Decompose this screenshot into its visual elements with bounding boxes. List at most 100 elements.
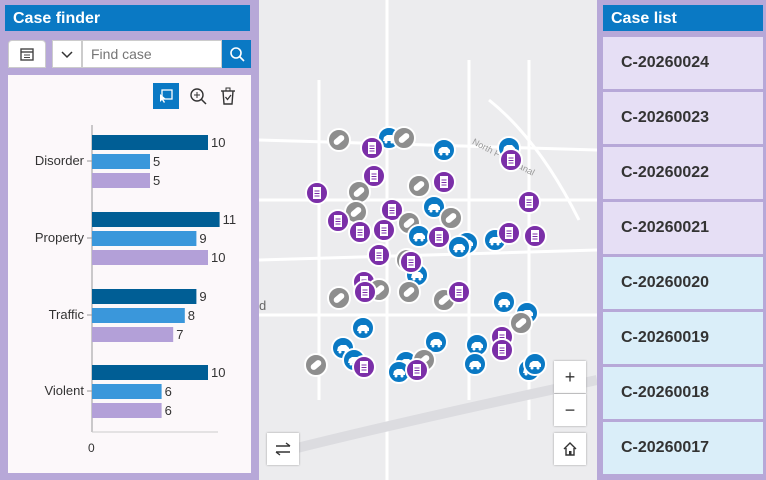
case-list-item[interactable]: C-20260019 [603,312,763,364]
document-marker[interactable] [517,190,541,214]
home-button[interactable] [554,433,586,465]
vehicle-marker[interactable] [351,316,375,340]
bar[interactable] [92,308,185,323]
document-marker[interactable] [432,170,456,194]
case-list-item[interactable]: C-20260020 [603,257,763,309]
case-list-title: Case list [603,5,763,31]
pill-icon [403,287,415,297]
document-marker[interactable] [405,358,429,382]
pill-marker[interactable] [509,311,533,335]
calendar-icon [20,48,34,61]
pill-marker[interactable] [392,126,416,150]
case-list-item[interactable]: C-20260022 [603,147,763,199]
zoom-to-button[interactable] [185,83,211,109]
vehicle-icon [413,233,425,242]
pill-marker[interactable] [327,286,351,310]
vehicle-marker[interactable] [422,195,446,219]
bar[interactable] [92,135,208,150]
x-tick-label: 0 [88,441,95,455]
document-icon [356,226,364,238]
bar[interactable] [92,250,208,265]
bar[interactable] [92,384,162,399]
pill-marker[interactable] [327,128,351,152]
bar[interactable] [92,403,162,418]
case-list-item[interactable]: C-20260018 [603,367,763,419]
bar-value-label: 11 [223,212,237,227]
document-marker[interactable] [523,224,547,248]
vehicle-marker[interactable] [424,330,448,354]
document-marker[interactable] [326,209,350,233]
bar[interactable] [92,327,174,342]
bar-value-label: 10 [211,250,225,265]
document-icon [361,286,369,298]
pill-marker[interactable] [407,174,431,198]
bar[interactable] [92,212,220,227]
document-icon [498,344,506,356]
map-view[interactable]: North Park Canal d + − [259,0,597,480]
document-icon [388,204,396,216]
zoom-in-button[interactable]: + [554,361,586,393]
pill-marker[interactable] [304,353,328,377]
vehicle-icon [453,244,465,253]
home-icon [563,442,577,456]
case-finder-toolbar [8,40,251,68]
document-icon [531,230,539,242]
document-marker[interactable] [362,164,386,188]
document-marker[interactable] [348,220,372,244]
search-input[interactable] [82,40,222,68]
search-icon [229,47,245,62]
bar[interactable] [92,173,150,188]
vehicle-marker[interactable] [463,352,487,376]
case-list-item[interactable]: C-20260021 [603,202,763,254]
document-icon [440,176,448,188]
case-list-item[interactable]: C-20260023 [603,92,763,144]
document-marker[interactable] [497,221,521,245]
swap-icon [275,442,291,456]
document-marker[interactable] [360,136,384,160]
calendar-button[interactable] [8,40,46,68]
pill-icon [333,293,345,303]
document-marker[interactable] [352,355,376,379]
case-list-item[interactable]: C-20260024 [603,37,763,89]
bar-value-label: 6 [165,403,172,418]
document-marker[interactable] [499,148,523,172]
document-icon [507,154,515,166]
document-marker[interactable] [353,280,377,304]
document-marker[interactable] [447,280,471,304]
swap-button[interactable] [267,433,299,465]
document-icon [525,196,533,208]
clear-selection-button[interactable] [215,83,241,109]
select-button[interactable] [153,83,179,109]
pill-icon [310,360,322,370]
bar[interactable] [92,231,197,246]
zoom-out-button[interactable]: − [554,394,586,426]
search-button[interactable] [222,40,251,68]
case-list-item[interactable]: C-20260017 [603,422,763,474]
vehicle-marker[interactable] [492,290,516,314]
document-icon [375,249,383,261]
bar[interactable] [92,154,150,169]
vehicle-marker[interactable] [447,235,471,259]
document-marker[interactable] [372,218,396,242]
bar-chart: 0Disorder1055Property11910Traffic987Viol… [35,125,237,455]
pill-icon [333,135,345,145]
vehicle-marker[interactable] [523,352,547,376]
vehicle-icon [428,204,440,213]
bar[interactable] [92,289,197,304]
vehicle-marker[interactable] [432,138,456,162]
filter-dropdown[interactable] [52,40,82,68]
document-marker[interactable] [399,250,423,274]
document-icon [313,187,321,199]
category-label: Traffic [49,307,85,322]
case-list: C-20260024 C-20260023 C-20260022 C-20260021… [603,37,763,478]
vehicle-icon [393,369,405,378]
document-marker[interactable] [490,338,514,362]
pill-marker[interactable] [397,280,421,304]
trash-icon [221,87,235,105]
document-icon [455,286,463,298]
document-marker[interactable] [305,181,329,205]
bar[interactable] [92,365,208,380]
pill-icon [403,218,415,228]
document-marker[interactable] [367,243,391,267]
document-icon [334,215,342,227]
